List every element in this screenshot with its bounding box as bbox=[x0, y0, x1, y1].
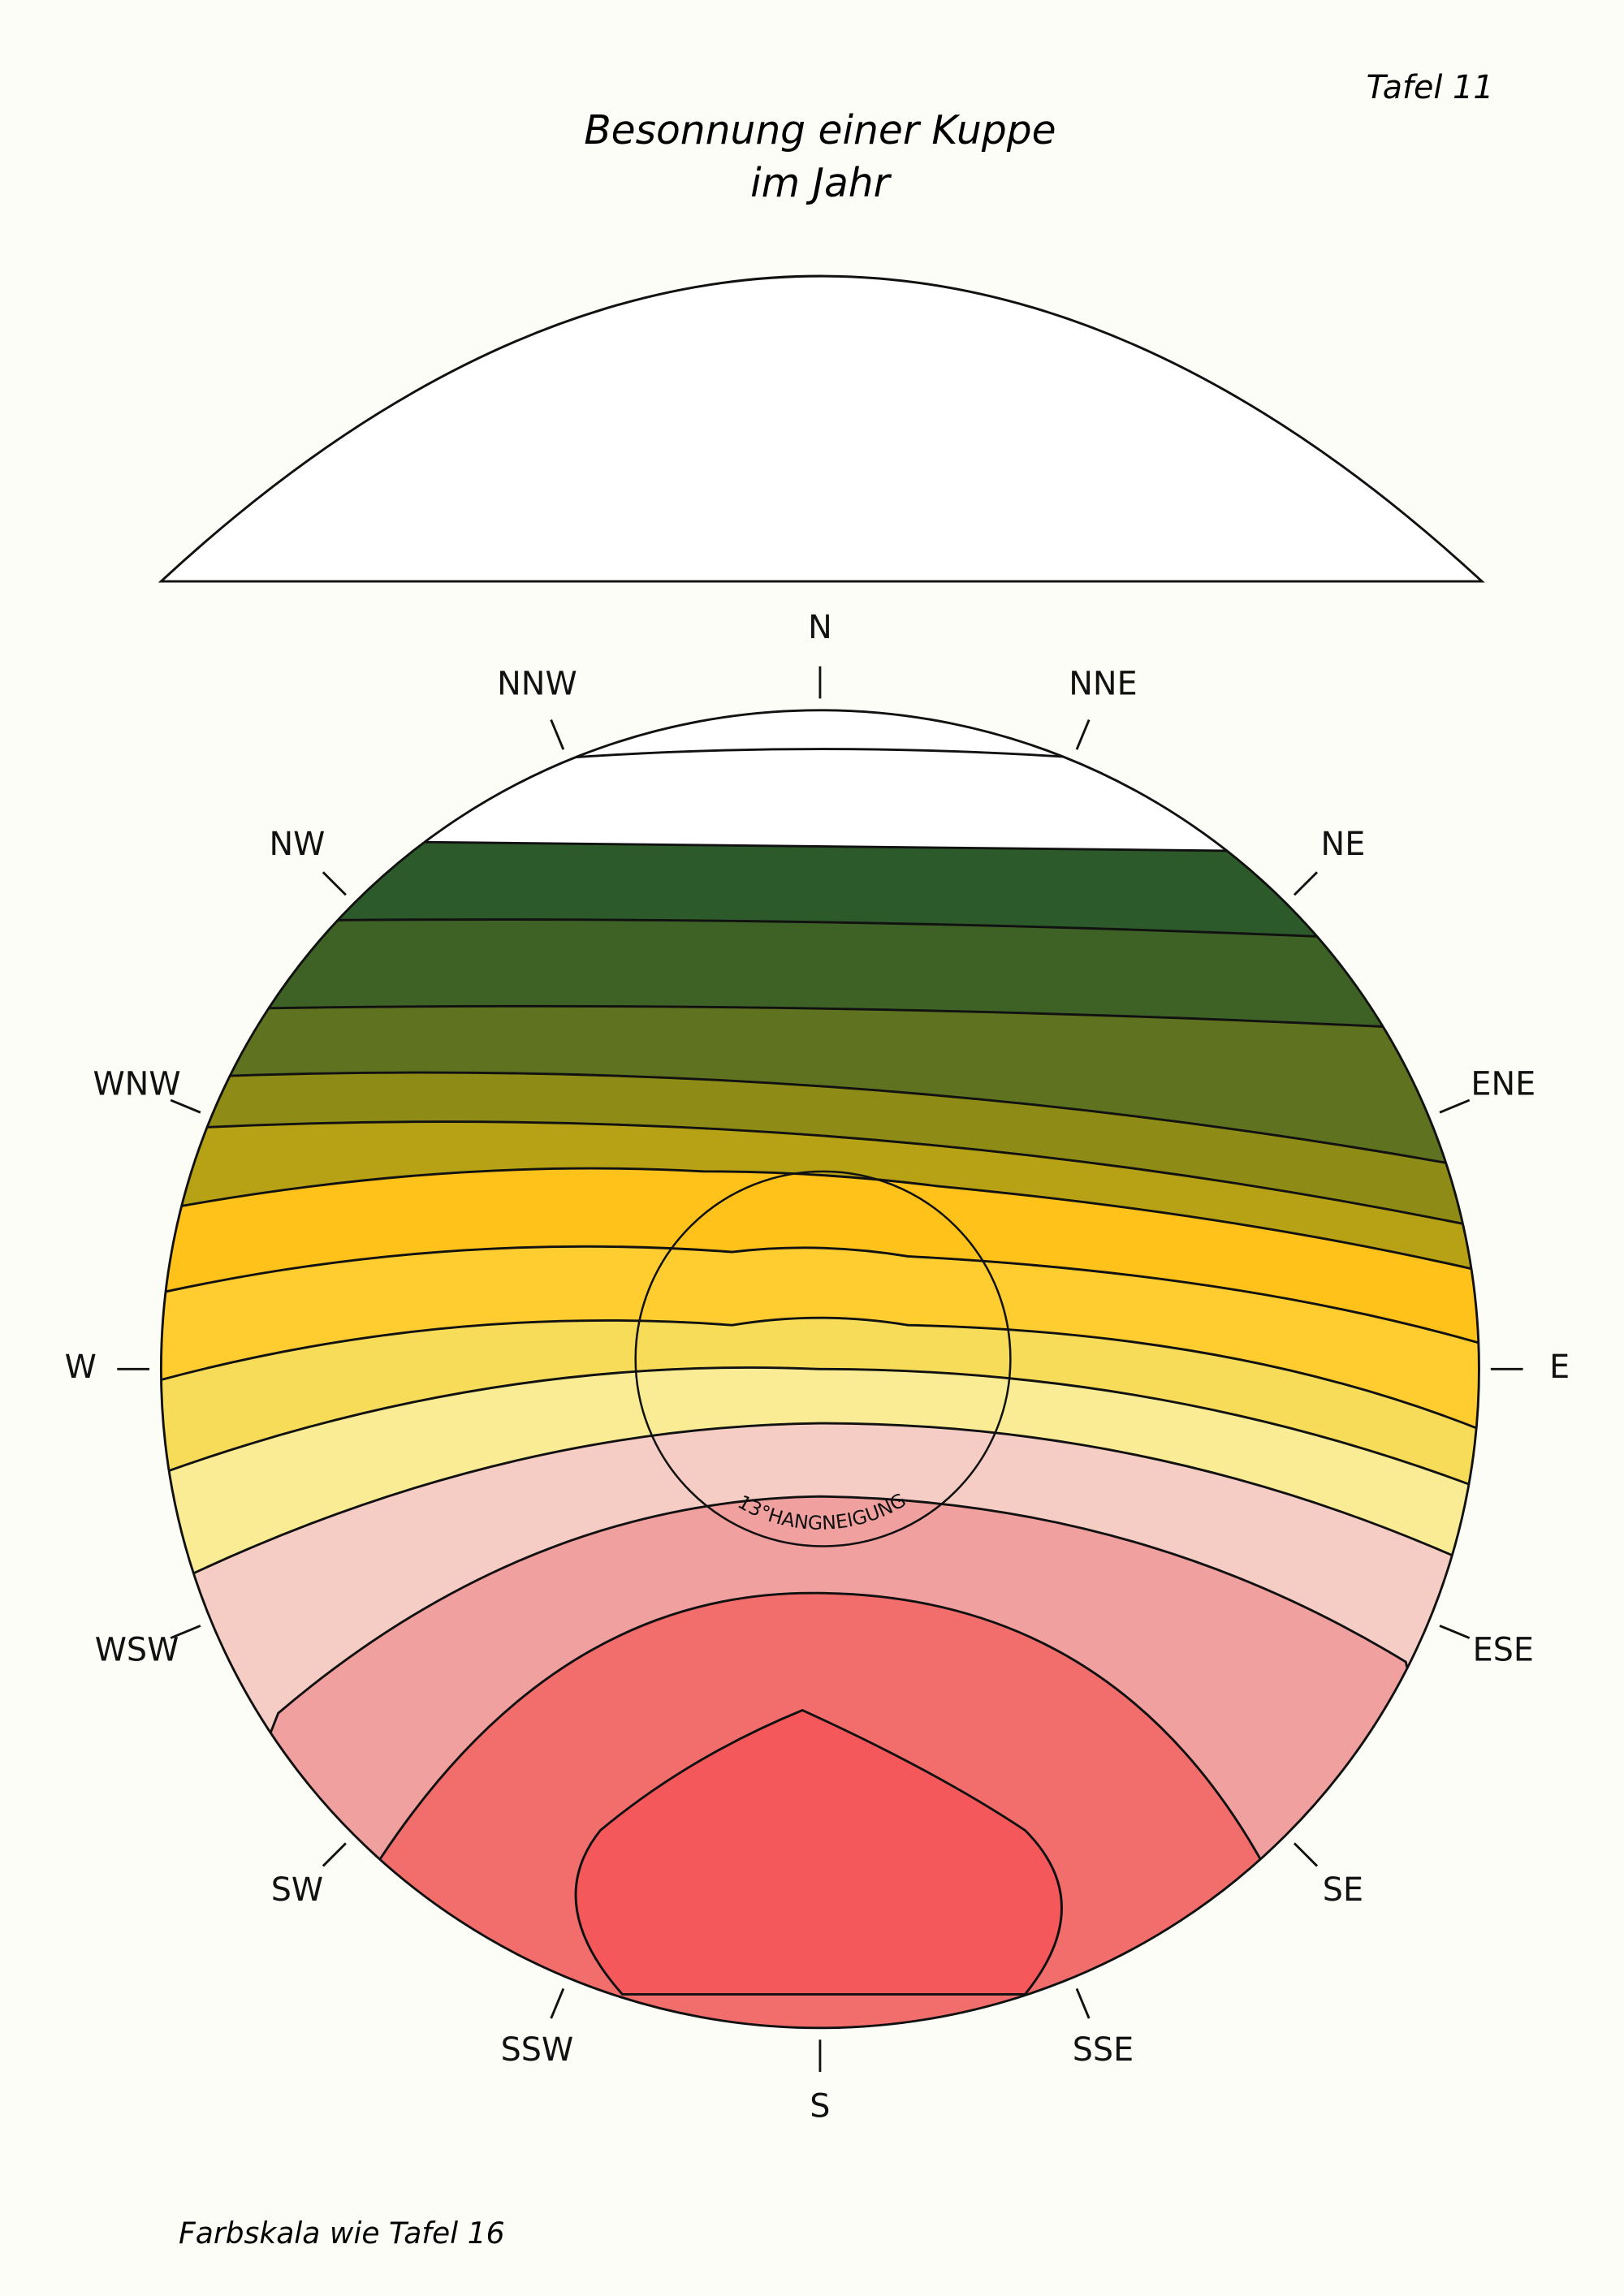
compass-tick bbox=[1439, 1625, 1471, 1639]
compass-label: NNE bbox=[1069, 665, 1137, 702]
compass-label: SE bbox=[1323, 1871, 1363, 1909]
compass-tick bbox=[550, 1987, 565, 2019]
compass-tick bbox=[550, 719, 565, 750]
title-line: Besonnung einer Kuppe bbox=[584, 108, 1056, 153]
sun-bands bbox=[161, 710, 1479, 2028]
compass-label: W bbox=[65, 1349, 97, 1386]
compass-label: SSE bbox=[1073, 2031, 1134, 2069]
dome-plan bbox=[159, 709, 1480, 2030]
footer-note: Farbskala wie Tafel 16 bbox=[179, 2216, 505, 2251]
compass-label: NE bbox=[1321, 826, 1366, 863]
compass-label: NW bbox=[269, 826, 325, 863]
compass-label: ESE bbox=[1473, 1631, 1534, 1668]
slope-circle bbox=[634, 1170, 1012, 1547]
compass-tick bbox=[1293, 871, 1319, 896]
compass-label: S bbox=[810, 2088, 830, 2126]
compass-label: ENE bbox=[1471, 1065, 1535, 1103]
compass: N NNE NE ENE E ESE SE SSE S SSW SW WSW W WNW NW NNW bbox=[65, 609, 1570, 2125]
compass-label: N bbox=[808, 609, 832, 646]
compass-label: NNW bbox=[497, 665, 577, 702]
compass-tick bbox=[1075, 719, 1091, 750]
compass-tick bbox=[322, 1842, 347, 1867]
title-line: im Jahr bbox=[750, 161, 892, 206]
compass-label: SW bbox=[271, 1871, 323, 1909]
compass-tick bbox=[1075, 1987, 1091, 2019]
compass-tick bbox=[1293, 1842, 1319, 1867]
dome-profile bbox=[158, 274, 1485, 583]
plate-number: Tafel 11 bbox=[1367, 69, 1494, 106]
compass-tick bbox=[170, 1098, 201, 1114]
compass-label: WNW bbox=[93, 1065, 180, 1103]
compass-label: WSW bbox=[95, 1631, 179, 1668]
compass-label: SSW bbox=[501, 2031, 574, 2069]
compass-tick bbox=[1439, 1098, 1471, 1114]
compass-label: E bbox=[1549, 1349, 1570, 1386]
compass-tick bbox=[170, 1625, 201, 1639]
compass-tick bbox=[322, 871, 347, 896]
